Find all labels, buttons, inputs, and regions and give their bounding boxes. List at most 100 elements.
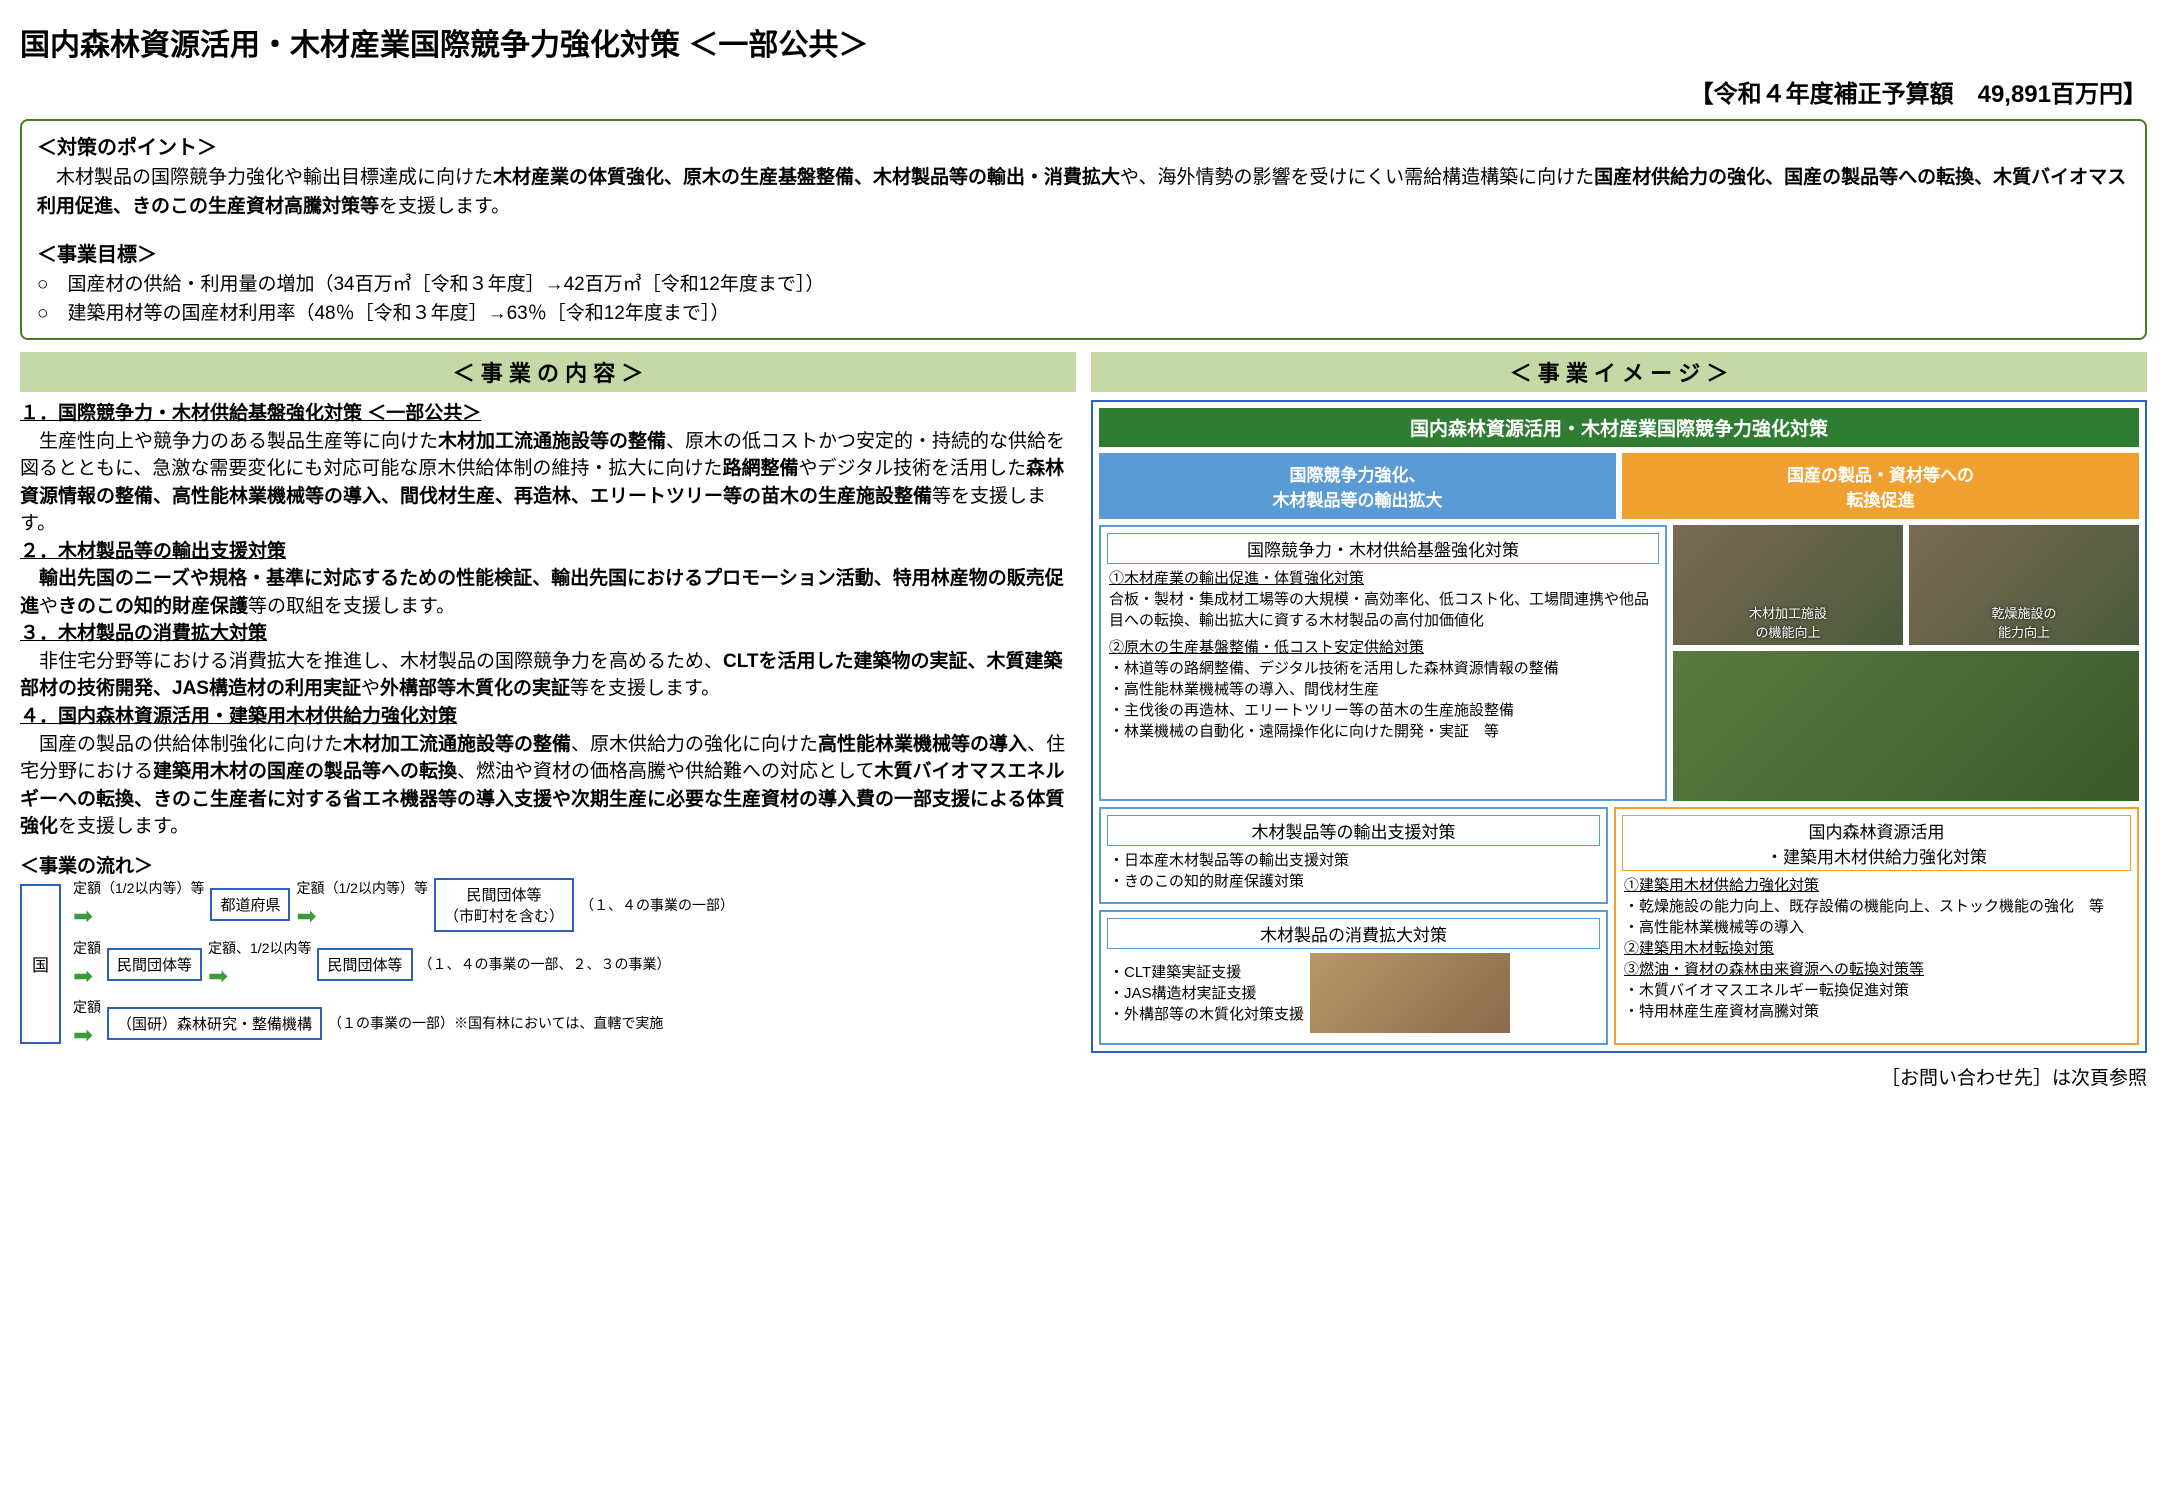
para-2: 輸出先国のニーズや規格・基準に対応するための性能検証、輸出先国におけるプロモーシ… xyxy=(20,565,1076,620)
photo-3 xyxy=(1673,651,2139,801)
point-body: 木材製品の国際競争力強化や輸出目標達成に向けた木材産業の体質強化、原木の生産基盤… xyxy=(37,164,2130,221)
l: ・木質バイオマスエネルギー転換促進対策 xyxy=(1624,980,2129,1001)
para-3: 非住宅分野等における消費拡大を推進し、木材製品の国際競争力を高めるため、CLTを… xyxy=(20,648,1076,703)
heading-2: ２．木材製品等の輸出支援対策 xyxy=(20,538,1076,566)
t: 国産の製品・資材等への 転換促進 xyxy=(1787,466,1974,510)
l: ・日本産木材製品等の輸出支援対策 xyxy=(1109,850,1598,871)
img-main-header: 国内森林資源活用・木材産業国際競争力強化対策 xyxy=(1099,408,2139,447)
box-2-title: 木材製品等の輸出支援対策 xyxy=(1107,815,1600,846)
l: ・高性能林業機械等の導入、間伐材生産 xyxy=(1109,679,1657,700)
arrow-icon: ➡ xyxy=(73,962,101,991)
box-2: 木材製品等の輸出支援対策 ・日本産木材製品等の輸出支援対策 ・きのこの知的財産保… xyxy=(1099,807,1608,904)
flow-box: （国研）森林研究・整備機構 xyxy=(107,1007,322,1040)
image-area: 国内森林資源活用・木材産業国際競争力強化対策 国際競争力強化、 木材製品等の輸出… xyxy=(1091,400,2147,1053)
t: きのこの知的財産保護 xyxy=(58,596,248,617)
flow-box: 民間団体等 xyxy=(317,948,412,981)
t: 国産の製品の供給体制強化に向けた xyxy=(20,734,343,755)
t: 、原木供給力の強化に向けた xyxy=(571,734,818,755)
t: や xyxy=(39,596,58,617)
goal-1: ○ 国産材の供給・利用量の増加（34百万㎥［令和３年度］→42百万㎥［令和12年… xyxy=(37,271,2130,300)
box-1-s1-body: 合板・製材・集成材工場等の大規模・高効率化、低コスト化、工場間連携や他品目への転… xyxy=(1109,589,1657,631)
content-body: １．国際競争力・木材供給基盤強化対策 ＜一部公共＞ 生産性向上や競争力のある製品… xyxy=(20,400,1076,841)
t: を支援します。 xyxy=(58,816,189,837)
t: や xyxy=(361,678,380,699)
note: 定額（1/2以内等）等 xyxy=(296,878,427,898)
box-1-s1: ①木材産業の輸出促進・体質強化対策 xyxy=(1109,568,1657,589)
note: （１、４の事業の一部、２、３の事業） xyxy=(419,954,671,974)
goal-body: ○ 国産材の供給・利用量の増加（34百万㎥［令和３年度］→42百万㎥［令和12年… xyxy=(37,271,2130,328)
flow-area: 国 定額（1/2以内等）等 ➡ 都道府県 定額（1/2以内等）等 ➡ 民間団体等 （… xyxy=(20,878,1076,1050)
photo-4 xyxy=(1310,953,1510,1033)
point-bold1: 木材産業の体質強化、原木の生産基盤整備、木材製品等の輸出・消費拡大 xyxy=(493,167,1120,188)
goal-heading: ＜事業目標＞ xyxy=(37,238,2130,267)
t: 国際競争力強化、 木材製品等の輸出拡大 xyxy=(1273,466,1443,510)
point-heading: ＜対策のポイント＞ xyxy=(37,131,2130,160)
box-4-s2: ②建築用木材転換対策 xyxy=(1624,938,2129,959)
box-4-s3: ③燃油・資材の森林由来資源への転換対策等 xyxy=(1624,959,2129,980)
budget-line: 【令和４年度補正予算額 49,891百万円】 xyxy=(20,74,2147,109)
flow-kuni: 国 xyxy=(20,884,61,1044)
arrow-icon: ➡ xyxy=(296,902,427,931)
box-1-s2: ②原木の生産基盤整備・低コスト安定供給対策 xyxy=(1109,637,1657,658)
l: ・外構部等の木質化対策支援 xyxy=(1109,1004,1304,1025)
sub-blue: 国際競争力強化、 木材製品等の輸出拡大 xyxy=(1099,453,1616,519)
l: ・高性能林業機械等の導入 xyxy=(1624,917,2129,938)
goal-2: ○ 建築用材等の国産材利用率（48％［令和３年度］→63％［令和12年度まで］） xyxy=(37,300,2130,329)
photo-2: 乾燥施設の 能力向上 xyxy=(1909,525,2139,645)
note: （１、４の事業の一部） xyxy=(580,895,734,915)
t: 外構部等木質化の実証 xyxy=(380,678,570,699)
cap: 木材加工施設 の機能向上 xyxy=(1749,603,1827,641)
page-title: 国内森林資源活用・木材産業国際競争力強化対策 ＜一部公共＞ xyxy=(20,20,2147,64)
t: 建築用木材の国産の製品等への転換 xyxy=(153,761,457,782)
t xyxy=(20,568,39,589)
point-text: 木材製品の国際競争力強化や輸出目標達成に向けた xyxy=(37,167,493,188)
l: ・乾燥施設の能力向上、既存設備の機能向上、ストック機能の強化 等 xyxy=(1624,896,2129,917)
heading-4: ４．国内森林資源活用・建築用木材供給力強化対策 xyxy=(20,703,1076,731)
t: 、燃油や資材の価格高騰や供給難への対応として xyxy=(457,761,874,782)
note: 定額 xyxy=(73,938,101,958)
heading-1: １．国際競争力・木材供給基盤強化対策 ＜一部公共＞ xyxy=(20,400,1076,428)
flow-box: 都道府県 xyxy=(210,888,290,921)
arrow-icon: ➡ xyxy=(208,962,311,991)
image-header-sec: ＜ 事 業 イ メ ー ジ ＞ xyxy=(1091,352,2147,392)
l: ・林道等の路網整備、デジタル技術を活用した森林資源情報の整備 xyxy=(1109,658,1657,679)
point-box: ＜対策のポイント＞ 木材製品の国際競争力強化や輸出目標達成に向けた木材産業の体質… xyxy=(20,119,2147,340)
flow-box: 民間団体等 （市町村を含む） xyxy=(434,878,574,932)
l: ・主伐後の再造林、エリートツリー等の苗木の生産施設整備 xyxy=(1109,700,1657,721)
l: ・林業機械の自動化・遠隔操作化に向けた開発・実証 等 xyxy=(1109,721,1657,742)
flow-box: 民間団体等 xyxy=(107,948,202,981)
box-3-title: 木材製品の消費拡大対策 xyxy=(1107,918,1600,949)
note: 定額（1/2以内等）等 xyxy=(73,878,204,898)
box-4: 国内森林資源活用 ・建築用木材供給力強化対策 ①建築用木材供給力強化対策 ・乾燥… xyxy=(1614,807,2139,1045)
heading-3: ３．木材製品の消費拡大対策 xyxy=(20,620,1076,648)
point-text: や、海外情勢の影響を受けにくい需給構造構築に向けた xyxy=(1120,167,1594,188)
para-4: 国産の製品の供給体制強化に向けた木材加工流通施設等の整備、原木供給力の強化に向け… xyxy=(20,731,1076,841)
t: やデジタル技術を活用した xyxy=(798,458,1026,479)
note: 定額 xyxy=(73,997,101,1017)
t: 等の取組を支援します。 xyxy=(248,596,455,617)
t: 高性能林業機械等の導入 xyxy=(818,734,1027,755)
t: 路網整備 xyxy=(722,458,798,479)
para-1: 生産性向上や競争力のある製品生産等に向けた木材加工流通施設等の整備、原木の低コス… xyxy=(20,428,1076,538)
t: 生産性向上や競争力のある製品生産等に向けた xyxy=(20,431,438,452)
note: 定額、1/2以内等 xyxy=(208,938,311,958)
t: 等を支援します。 xyxy=(570,678,720,699)
sub-orange: 国産の製品・資材等への 転換促進 xyxy=(1622,453,2139,519)
point-text: を支援します。 xyxy=(379,196,510,217)
cap: 乾燥施設の 能力向上 xyxy=(1991,603,2056,641)
arrow-icon: ➡ xyxy=(73,1021,101,1050)
note: （１の事業の一部）※国有林においては、直轄で実施 xyxy=(328,1013,663,1033)
content-header: ＜ 事 業 の 内 容 ＞ xyxy=(20,352,1076,392)
box-1-title: 国際競争力・木材供給基盤強化対策 xyxy=(1107,533,1659,564)
t: 木材加工流通施設等の整備 xyxy=(343,734,571,755)
t: 非住宅分野等における消費拡大を推進し、木材製品の国際競争力を高めるため、 xyxy=(20,651,723,672)
l: ・特用林産生産資材高騰対策 xyxy=(1624,1001,2129,1022)
t: 木材加工流通施設等の整備 xyxy=(438,431,666,452)
l: ・CLT建築実証支援 xyxy=(1109,962,1304,983)
arrow-icon: ➡ xyxy=(73,902,204,931)
flow-title: ＜事業の流れ＞ xyxy=(20,851,1076,878)
l: ・JAS構造材実証支援 xyxy=(1109,983,1304,1004)
photo-1: 木材加工施設 の機能向上 xyxy=(1673,525,1903,645)
box-4-s1: ①建築用木材供給力強化対策 xyxy=(1624,875,2129,896)
box-1: 国際競争力・木材供給基盤強化対策 ①木材産業の輸出促進・体質強化対策 合板・製材… xyxy=(1099,525,1667,801)
